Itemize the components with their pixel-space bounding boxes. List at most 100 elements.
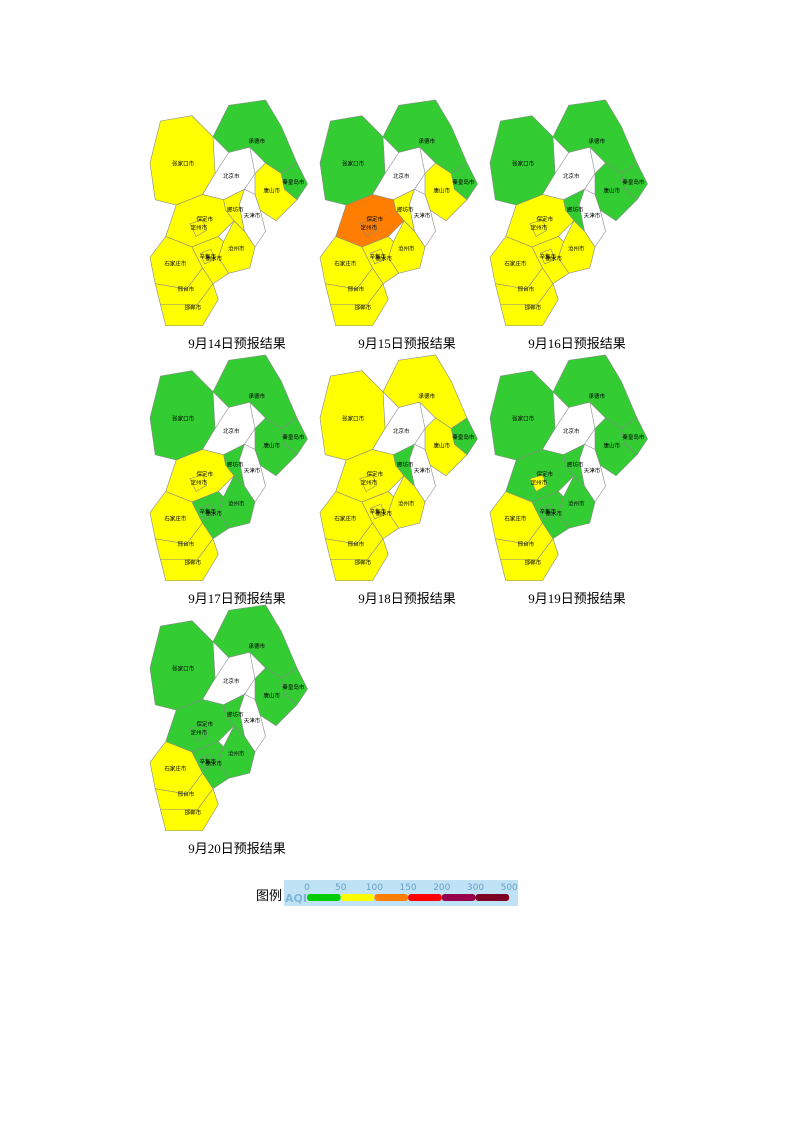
legend-tick: 200 <box>433 883 450 893</box>
legend-title: 图例 <box>256 888 282 903</box>
city-label: 邢台市 <box>518 285 535 293</box>
city-label: 沧州市 <box>398 245 415 253</box>
city-label: 衡水市 <box>375 509 392 517</box>
city-label: 天津市 <box>414 467 431 475</box>
city-label: 唐山市 <box>604 187 621 195</box>
city-label: 唐山市 <box>434 442 451 450</box>
region <box>370 248 386 265</box>
city-label: 衡水市 <box>205 509 222 517</box>
city-label: 辛集市 <box>199 252 216 260</box>
legend-segment <box>340 894 375 901</box>
city-label: 张家口市 <box>342 415 365 423</box>
city-label: 定州市 <box>191 729 208 737</box>
region <box>529 219 548 237</box>
city-label: 石家庄市 <box>504 515 527 523</box>
region <box>529 474 548 492</box>
city-label: 衡水市 <box>205 759 222 767</box>
legend-tick: 500 <box>501 883 518 893</box>
city-label: 邯郸市 <box>185 303 202 311</box>
city-label: 秦皇岛市 <box>282 683 305 691</box>
city-label: 北京市 <box>223 677 240 685</box>
city-label: 定州市 <box>361 224 378 232</box>
region <box>200 503 216 520</box>
city-label: 辛集市 <box>539 507 556 515</box>
city-label: 衡水市 <box>205 254 222 262</box>
region <box>500 283 559 327</box>
city-label: 定州市 <box>531 479 548 487</box>
city-label: 廊坊市 <box>397 460 414 468</box>
region <box>189 219 208 237</box>
city-label: 承德市 <box>248 392 265 400</box>
region <box>578 188 606 248</box>
region <box>200 753 216 770</box>
region <box>540 503 556 520</box>
city-label: 辛集市 <box>199 757 216 765</box>
city-label: 张家口市 <box>342 160 365 168</box>
region <box>238 693 266 753</box>
city-label: 天津市 <box>244 717 261 725</box>
legend-label: AQI <box>285 892 307 905</box>
city-label: 邢台市 <box>178 790 195 798</box>
city-label: 秦皇岛市 <box>452 433 475 441</box>
city-label: 秦皇岛市 <box>452 178 475 186</box>
city-label: 石家庄市 <box>164 515 187 523</box>
city-label: 天津市 <box>244 212 261 220</box>
city-label: 定州市 <box>191 479 208 487</box>
city-label: 邯郸市 <box>525 303 542 311</box>
city-label: 秦皇岛市 <box>622 433 645 441</box>
caption: 9月17日预报结果 <box>188 591 286 606</box>
caption: 9月19日预报结果 <box>528 591 626 606</box>
city-label: 保定市 <box>366 470 383 478</box>
city-label: 天津市 <box>584 212 601 220</box>
city-label: 邢台市 <box>348 540 365 548</box>
city-label: 天津市 <box>584 467 601 475</box>
city-label: 张家口市 <box>512 160 535 168</box>
city-label: 衡水市 <box>375 254 392 262</box>
region <box>330 538 389 582</box>
caption: 9月16日预报结果 <box>528 336 626 351</box>
legend-tick: 150 <box>400 883 417 893</box>
city-label: 沧州市 <box>568 500 585 508</box>
city-label: 廊坊市 <box>227 710 244 718</box>
city-label: 沧州市 <box>228 500 245 508</box>
caption: 9月15日预报结果 <box>358 336 456 351</box>
city-label: 张家口市 <box>172 665 195 673</box>
city-label: 天津市 <box>244 467 261 475</box>
city-label: 北京市 <box>563 172 580 180</box>
city-label: 定州市 <box>531 224 548 232</box>
region <box>408 443 436 503</box>
region <box>189 724 208 742</box>
city-label: 保定市 <box>196 720 213 728</box>
city-label: 衡水市 <box>545 509 562 517</box>
city-label: 承德市 <box>588 137 605 145</box>
city-label: 沧州市 <box>398 500 415 508</box>
city-label: 保定市 <box>536 215 553 223</box>
caption: 9月14日预报结果 <box>188 336 286 351</box>
region <box>370 503 386 520</box>
caption: 9月18日预报结果 <box>358 591 456 606</box>
city-label: 北京市 <box>223 427 240 435</box>
city-label: 邯郸市 <box>355 558 372 566</box>
city-label: 张家口市 <box>172 160 195 168</box>
city-label: 沧州市 <box>568 245 585 253</box>
legend-segment <box>408 894 442 901</box>
region <box>238 188 266 248</box>
city-label: 北京市 <box>393 172 410 180</box>
city-label: 邢台市 <box>178 285 195 293</box>
city-label: 邯郸市 <box>525 558 542 566</box>
region <box>160 788 219 832</box>
region <box>540 248 556 265</box>
city-label: 沧州市 <box>228 245 245 253</box>
city-label: 秦皇岛市 <box>282 433 305 441</box>
city-label: 邯郸市 <box>185 808 202 816</box>
city-label: 石家庄市 <box>334 260 357 268</box>
city-label: 唐山市 <box>264 442 281 450</box>
city-label: 承德市 <box>248 642 265 650</box>
city-label: 廊坊市 <box>567 460 584 468</box>
